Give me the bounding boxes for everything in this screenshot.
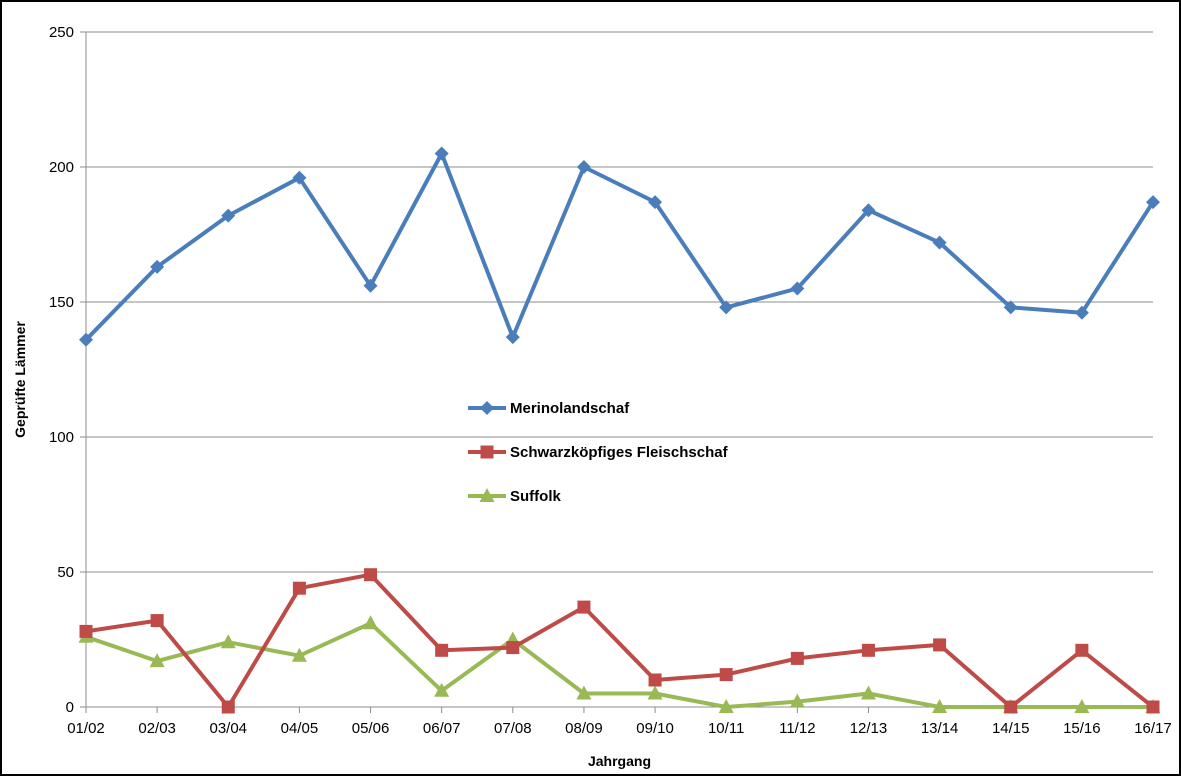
data-point bbox=[861, 643, 875, 657]
series-group bbox=[78, 146, 1161, 714]
x-tick-label: 14/15 bbox=[992, 720, 1030, 737]
data-point bbox=[1146, 700, 1160, 714]
legend: Merinolandschaf Schwarzköpfiges Fleischsc… bbox=[468, 400, 729, 505]
legend-marker bbox=[480, 445, 494, 459]
data-point bbox=[790, 651, 804, 665]
x-tick-label: 06/07 bbox=[423, 720, 461, 737]
data-point bbox=[150, 614, 164, 628]
data-point bbox=[291, 647, 307, 662]
data-point bbox=[434, 146, 449, 161]
series-merinolandschaf bbox=[79, 146, 1160, 347]
data-point bbox=[718, 699, 734, 713]
data-point bbox=[933, 638, 947, 652]
data-point bbox=[647, 685, 663, 700]
data-point bbox=[363, 615, 379, 630]
data-point bbox=[932, 235, 947, 250]
data-point bbox=[434, 682, 450, 697]
data-point bbox=[79, 332, 93, 347]
x-tick-label: 13/14 bbox=[921, 720, 959, 737]
x-tick-label: 08/09 bbox=[565, 720, 603, 737]
y-tick-label: 200 bbox=[49, 159, 74, 176]
legend-label: Schwarzköpfiges Fleischschaf bbox=[510, 444, 729, 461]
y-tick-label: 0 bbox=[66, 699, 74, 716]
series-line bbox=[84, 572, 1155, 709]
data-point bbox=[1146, 195, 1160, 210]
data-point bbox=[1003, 300, 1018, 315]
y-tick-label: 150 bbox=[49, 294, 74, 311]
data-point bbox=[576, 685, 592, 700]
data-point bbox=[648, 673, 662, 687]
data-point bbox=[221, 700, 235, 714]
axes: 0 50 100 150 200 250 01/02 02/03 03/04 04/05 05/06… bbox=[49, 24, 1172, 737]
data-point bbox=[149, 653, 165, 668]
data-point bbox=[860, 685, 876, 700]
data-point bbox=[1074, 305, 1089, 320]
series-line bbox=[84, 621, 1155, 709]
data-point bbox=[150, 259, 165, 274]
data-point bbox=[363, 278, 378, 293]
legend-item: Suffolk bbox=[468, 488, 561, 505]
data-point bbox=[79, 624, 93, 638]
x-tick-label: 05/06 bbox=[352, 720, 390, 737]
data-point bbox=[861, 203, 876, 218]
legend-item: Schwarzköpfiges Fleischschaf bbox=[468, 444, 729, 461]
x-tick-label: 01/02 bbox=[67, 720, 105, 737]
y-tick-label: 250 bbox=[49, 24, 74, 41]
data-point bbox=[1074, 699, 1090, 713]
series-line bbox=[84, 151, 1155, 342]
data-point bbox=[789, 693, 805, 708]
data-point bbox=[221, 208, 236, 223]
legend-item: Merinolandschaf bbox=[468, 400, 630, 417]
x-tick-label: 10/11 bbox=[708, 720, 744, 737]
data-point bbox=[932, 699, 948, 713]
y-tick-label: 100 bbox=[49, 429, 74, 446]
legend-marker bbox=[480, 401, 494, 415]
x-tick-label: 03/04 bbox=[209, 720, 247, 737]
x-tick-label: 15/16 bbox=[1063, 720, 1101, 737]
data-point bbox=[577, 600, 591, 614]
x-tick-label: 09/10 bbox=[636, 720, 674, 737]
data-point bbox=[292, 581, 306, 595]
data-point bbox=[648, 195, 663, 210]
x-tick-label: 04/05 bbox=[281, 720, 319, 737]
data-point bbox=[576, 160, 591, 174]
series-schwarzk-pfiges-fleischschaf bbox=[79, 568, 1160, 714]
data-point bbox=[292, 170, 307, 185]
legend-label: Suffolk bbox=[510, 488, 561, 505]
x-tick-label: 12/13 bbox=[850, 720, 888, 737]
data-point bbox=[435, 643, 449, 657]
x-axis-title: Jahrgang bbox=[588, 753, 651, 769]
data-point bbox=[364, 568, 378, 582]
data-point bbox=[1075, 643, 1089, 657]
x-tick-label: 07/08 bbox=[494, 720, 532, 737]
y-tick-label: 50 bbox=[57, 564, 74, 581]
x-tick-label: 11/12 bbox=[779, 720, 815, 737]
data-point bbox=[506, 641, 520, 655]
data-point bbox=[220, 634, 236, 649]
data-point bbox=[1004, 700, 1018, 714]
gridlines bbox=[86, 31, 1153, 573]
y-axis-title: Geprüfte Lämmer bbox=[12, 321, 28, 438]
x-tick-label: 16/17 bbox=[1134, 720, 1172, 737]
data-point bbox=[719, 668, 733, 682]
x-tick-label: 02/03 bbox=[138, 720, 176, 737]
legend-marker bbox=[479, 488, 495, 502]
data-point bbox=[505, 330, 520, 345]
data-point bbox=[790, 281, 805, 296]
data-point bbox=[719, 300, 734, 315]
legend-label: Merinolandschaf bbox=[510, 400, 630, 417]
